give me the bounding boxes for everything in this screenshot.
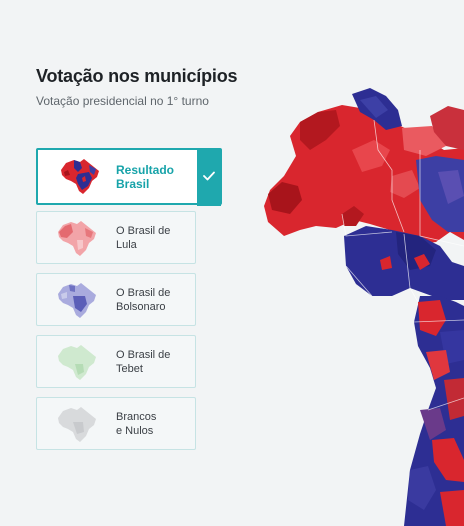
brazil-blank-null-map-icon — [55, 404, 97, 444]
brazil-results-map-icon — [58, 156, 100, 196]
brazil-municipalities-map[interactable] — [250, 85, 464, 526]
page-title: Votação nos municípios — [36, 66, 238, 86]
option-label-line2: Brasil — [116, 176, 150, 191]
brazil-tebet-map-icon — [55, 342, 97, 382]
selected-indicator — [197, 149, 221, 206]
check-icon — [203, 171, 215, 181]
option-brasil-de-bolsonaro[interactable]: O Brasil de Bolsonaro — [36, 273, 196, 326]
brazil-lula-map-icon — [55, 218, 97, 258]
option-label-line2: e Nulos — [116, 424, 154, 437]
brazil-bolsonaro-map-icon — [55, 280, 97, 320]
option-brancos-e-nulos[interactable]: Brancos e Nulos — [36, 397, 196, 450]
option-label-line2: Tebet — [116, 362, 143, 375]
option-label-line2: Lula — [116, 238, 137, 251]
option-label-line1: O Brasil de — [116, 348, 171, 361]
option-label: Resultado Brasil — [116, 163, 192, 191]
option-label: O Brasil de Bolsonaro — [116, 286, 192, 314]
option-brasil-de-lula[interactable]: O Brasil de Lula — [36, 211, 196, 264]
option-label-line1: O Brasil de — [116, 224, 171, 237]
option-label-line1: O Brasil de — [116, 286, 171, 299]
option-resultado-brasil[interactable]: Resultado Brasil — [36, 148, 222, 206]
option-label-line1: Resultado — [116, 162, 175, 177]
option-brasil-de-tebet[interactable]: O Brasil de Tebet — [36, 335, 196, 388]
option-label: Brancos e Nulos — [116, 410, 192, 438]
option-label-line1: Brancos — [116, 410, 157, 423]
page-subtitle: Votação presidencial no 1° turno — [36, 94, 209, 108]
option-label: O Brasil de Tebet — [116, 348, 192, 376]
option-label-line2: Bolsonaro — [116, 300, 166, 313]
option-label: O Brasil de Lula — [116, 224, 192, 252]
